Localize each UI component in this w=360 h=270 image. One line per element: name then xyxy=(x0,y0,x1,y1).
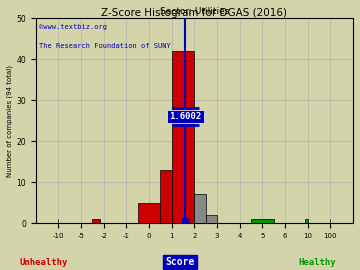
Bar xyxy=(172,51,194,223)
Text: Sector: Utilities: Sector: Utilities xyxy=(160,7,229,16)
Text: Healthy: Healthy xyxy=(298,258,336,267)
Text: Score: Score xyxy=(165,257,195,267)
Bar xyxy=(138,202,160,223)
Title: Z-Score Histogram for DGAS (2016): Z-Score Histogram for DGAS (2016) xyxy=(102,8,287,18)
Text: ©www.textbiz.org: ©www.textbiz.org xyxy=(39,24,107,30)
Bar xyxy=(305,219,308,223)
Bar xyxy=(206,215,217,223)
Bar xyxy=(93,219,100,223)
Text: Unhealthy: Unhealthy xyxy=(19,258,67,267)
Text: 1.6002: 1.6002 xyxy=(169,112,202,121)
Bar xyxy=(194,194,206,223)
Bar xyxy=(251,219,274,223)
Text: The Research Foundation of SUNY: The Research Foundation of SUNY xyxy=(39,43,171,49)
Y-axis label: Number of companies (94 total): Number of companies (94 total) xyxy=(7,65,13,177)
Bar xyxy=(160,170,172,223)
